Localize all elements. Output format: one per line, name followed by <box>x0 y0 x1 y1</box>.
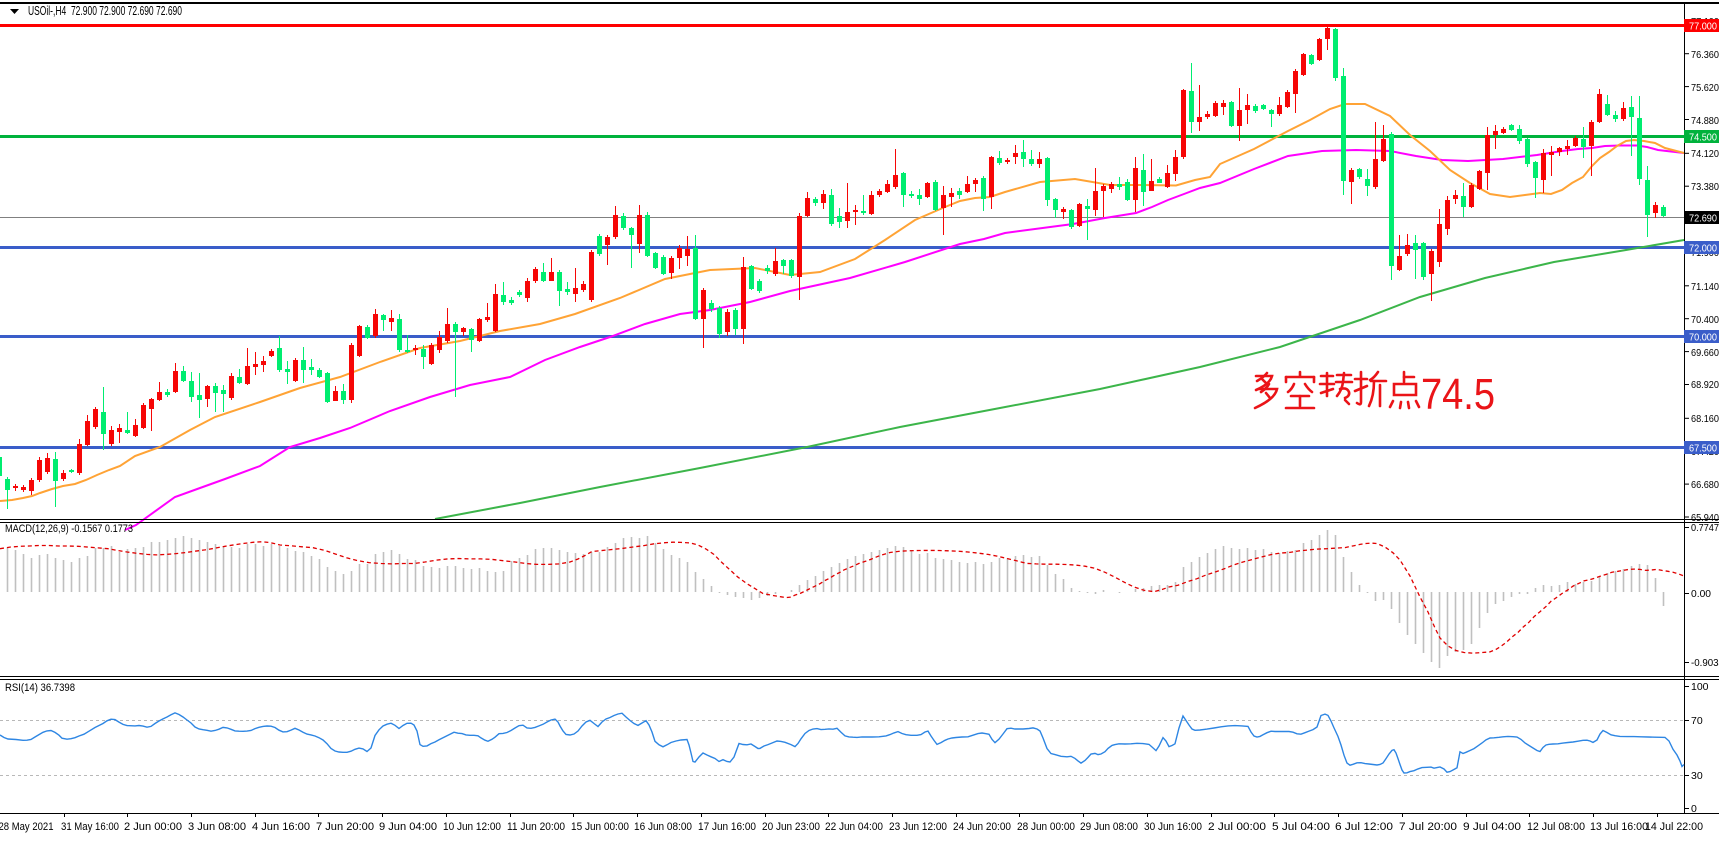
svg-text:9 Jul 04:00: 9 Jul 04:00 <box>1463 821 1521 833</box>
svg-text:2 Jun 00:00: 2 Jun 00:00 <box>124 821 182 833</box>
svg-text:68.920: 68.920 <box>1691 379 1719 391</box>
svg-text:5 Jul 04:00: 5 Jul 04:00 <box>1272 821 1330 833</box>
svg-text:11 Jun 20:00: 11 Jun 20:00 <box>507 821 565 833</box>
svg-text:69.660: 69.660 <box>1691 347 1719 359</box>
svg-text:72.690: 72.690 <box>1689 213 1717 225</box>
svg-text:74.880: 74.880 <box>1691 115 1719 127</box>
svg-text:74.5: 74.5 <box>1421 370 1495 419</box>
svg-text:76.360: 76.360 <box>1691 49 1719 61</box>
svg-text:16 Jun 08:00: 16 Jun 08:00 <box>634 821 692 833</box>
svg-text:13 Jul 16:00: 13 Jul 16:00 <box>1590 821 1648 833</box>
svg-text:73.380: 73.380 <box>1691 181 1719 193</box>
svg-text:9 Jun 04:00: 9 Jun 04:00 <box>379 821 437 833</box>
svg-text:RSI(14) 36.7398: RSI(14) 36.7398 <box>5 682 75 694</box>
svg-text:74.500: 74.500 <box>1689 132 1717 144</box>
svg-text:72.000: 72.000 <box>1689 243 1717 255</box>
svg-text:MACD(12,26,9) -0.1567 0.1773: MACD(12,26,9) -0.1567 0.1773 <box>5 523 133 535</box>
svg-text:70.000: 70.000 <box>1689 332 1717 344</box>
svg-text:0.7747: 0.7747 <box>1691 522 1719 534</box>
svg-text:28 May 2021: 28 May 2021 <box>0 821 54 833</box>
svg-text:4 Jun 16:00: 4 Jun 16:00 <box>252 821 310 833</box>
svg-text:100: 100 <box>1691 681 1709 693</box>
svg-text:6 Jul 12:00: 6 Jul 12:00 <box>1335 821 1393 833</box>
svg-text:75.620: 75.620 <box>1691 82 1719 94</box>
svg-text:28 Jun 00:00: 28 Jun 00:00 <box>1017 821 1075 833</box>
svg-text:66.680: 66.680 <box>1691 479 1719 491</box>
svg-text:30 Jun 16:00: 30 Jun 16:00 <box>1144 821 1202 833</box>
svg-text:22 Jun 04:00: 22 Jun 04:00 <box>825 821 883 833</box>
svg-text:12 Jul 08:00: 12 Jul 08:00 <box>1527 821 1585 833</box>
svg-text:20 Jun 23:00: 20 Jun 23:00 <box>762 821 820 833</box>
svg-text:USOil-,H4 72.900 72.900 72.69: USOil-,H4 72.900 72.900 72.690 72.690 <box>28 4 182 18</box>
svg-text:24 Jun 20:00: 24 Jun 20:00 <box>953 821 1011 833</box>
svg-text:15 Jun 00:00: 15 Jun 00:00 <box>571 821 629 833</box>
svg-text:77.000: 77.000 <box>1689 21 1717 33</box>
svg-text:23 Jun 12:00: 23 Jun 12:00 <box>889 821 947 833</box>
svg-text:70.400: 70.400 <box>1691 314 1719 326</box>
svg-text:70: 70 <box>1691 715 1703 727</box>
svg-text:67.500: 67.500 <box>1689 443 1717 455</box>
svg-text:68.160: 68.160 <box>1691 413 1719 425</box>
svg-text:7 Jul 20:00: 7 Jul 20:00 <box>1399 821 1457 833</box>
svg-text:74.120: 74.120 <box>1691 148 1719 160</box>
svg-text:10 Jun 12:00: 10 Jun 12:00 <box>443 821 501 833</box>
svg-text:29 Jun 08:00: 29 Jun 08:00 <box>1080 821 1138 833</box>
svg-text:7 Jun 20:00: 7 Jun 20:00 <box>316 821 374 833</box>
svg-text:17 Jun 16:00: 17 Jun 16:00 <box>698 821 756 833</box>
svg-text:71.140: 71.140 <box>1691 281 1719 293</box>
svg-text:0: 0 <box>1691 803 1697 815</box>
svg-text:30: 30 <box>1691 770 1703 782</box>
svg-text:14 Jul 22:00: 14 Jul 22:00 <box>1645 821 1703 833</box>
svg-text:31 May 16:00: 31 May 16:00 <box>61 821 119 833</box>
svg-text:3 Jun 08:00: 3 Jun 08:00 <box>188 821 246 833</box>
svg-text:-0.9034: -0.9034 <box>1691 657 1719 669</box>
svg-text:0.00: 0.00 <box>1691 588 1711 600</box>
svg-text:2 Jul 00:00: 2 Jul 00:00 <box>1208 821 1266 833</box>
svg-text:65.940: 65.940 <box>1691 512 1719 524</box>
